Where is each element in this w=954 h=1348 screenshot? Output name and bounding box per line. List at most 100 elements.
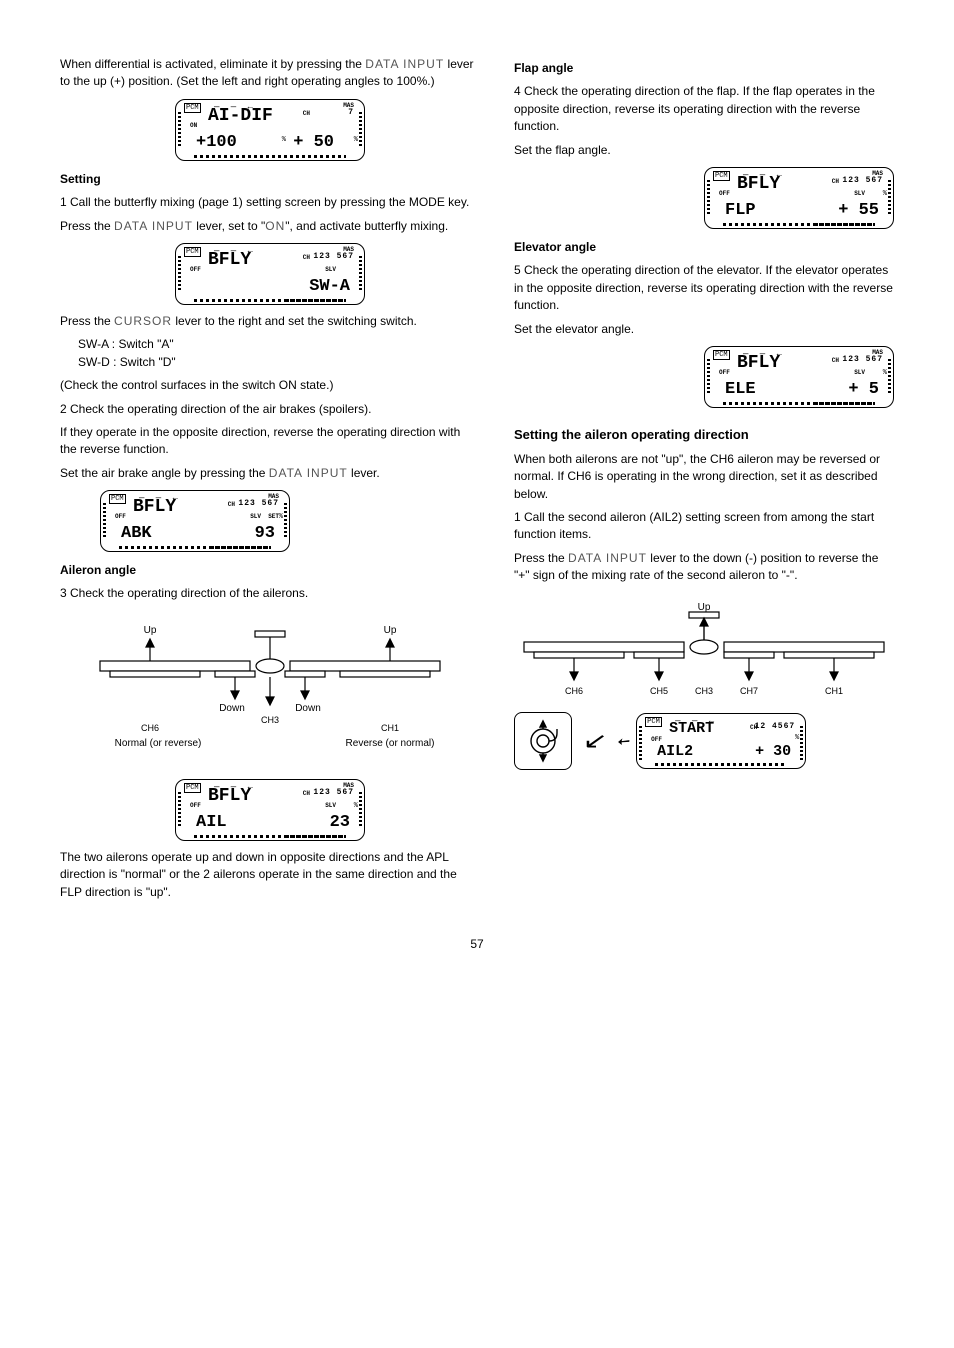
lcd5-pcm: PCM — [713, 171, 730, 181]
lcd3-chn: 123 567 — [238, 499, 279, 508]
lcd7-pcm: PCM — [645, 717, 662, 727]
kw-di-1: DATA INPUT — [114, 219, 193, 233]
step2b: If they operate in the opposite directio… — [60, 424, 480, 459]
lcd4-off: OFF — [190, 802, 201, 809]
lcd2-slv: SLV — [325, 266, 336, 273]
lcd-bfly-ele: PCM — — ← MAS CH 123 567 SLV % BFLY OFF … — [704, 346, 894, 408]
kw-on-1: ON — [265, 219, 285, 233]
step1c: Press the CURSOR lever to the right and … — [60, 313, 480, 330]
lcd-bfly-swa: PCM — — ← MAS CH 123 567 SLV BFLY OFF SW… — [175, 243, 365, 305]
p2-up: Up — [698, 602, 711, 613]
lcd4-ch: CH — [303, 790, 310, 797]
lcd5-slv: SLV — [854, 190, 865, 197]
lcd-start-ail2: PCM — — ← CH 12 4567 % START OFF AIL2 + … — [636, 713, 806, 769]
lcd3-slv: SLV — [250, 513, 261, 520]
lcd6-off: OFF — [719, 369, 730, 376]
lcd3-big2: ABK — [121, 524, 152, 543]
left-column: When differential is activated, eliminat… — [60, 50, 480, 907]
joystick-icon — [514, 712, 572, 770]
step4a: 4 Check the operating direction of the f… — [514, 83, 894, 135]
lcd3-pcm: PCM — [109, 494, 126, 504]
plane-diagram-1: Up Up Down Down CH6 CH3 CH1 Normal (or r… — [80, 611, 460, 771]
step1b: Press the DATA INPUT lever, set to "ON",… — [60, 218, 480, 235]
lcd6-big2: ELE — [725, 380, 756, 399]
lcd4-slv: SLV — [325, 802, 336, 809]
intro-para: When differential is activated, eliminat… — [60, 56, 480, 91]
lcd4-pct: % — [354, 802, 358, 810]
lcd7-val2: + 30 — [755, 743, 791, 760]
lcd7-big2: AIL2 — [657, 743, 693, 760]
lcd1-big1: AI-DIF — [208, 106, 273, 126]
right-column: Flap angle 4 Check the operating directi… — [514, 50, 894, 780]
lcd6-big1: BFLY — [737, 353, 780, 373]
heading-setting: Setting — [60, 171, 480, 188]
lcd1-pct2: % — [282, 136, 286, 144]
lcd-bfly-ail: PCM — — ← MAS CH 123 567 SLV % BFLY OFF … — [175, 779, 365, 841]
lcd7-pct: % — [795, 734, 799, 742]
kw-di-3: DATA INPUT — [568, 551, 647, 565]
lcd6-chn: 123 567 — [842, 355, 883, 364]
lcd7-chn: 12 4567 — [755, 722, 796, 731]
kw-cursor: CURSOR — [114, 314, 172, 328]
page-number: 57 — [60, 937, 894, 951]
lcd3-big1: BFLY — [133, 497, 176, 517]
lcd5-val2: + 55 — [838, 201, 879, 220]
lcd2-big1: BFLY — [208, 250, 251, 270]
p1-ch3: CH3 — [261, 715, 279, 725]
step2c: Set the air brake angle by pressing the … — [60, 465, 480, 482]
step1b-c: ", and activate butterfly mixing. — [285, 219, 448, 233]
lcd5-big2: FLP — [725, 201, 756, 220]
p2-ch1: CH1 — [825, 686, 843, 696]
joystick-row: ↙ ➘ PCM — — ← CH 12 4567 % START OFF AIL… — [514, 712, 894, 770]
lcd6-val2: + 5 — [848, 380, 879, 399]
lcd5-ch: CH — [832, 178, 839, 185]
lcd2-chn: 123 567 — [313, 252, 354, 261]
p1-normal: Normal (or reverse) — [115, 738, 202, 749]
step2a-text: Check the operating direction of the air… — [70, 402, 371, 416]
elev-angle-title: Elevator angle — [514, 239, 894, 256]
lcd5-pct: % — [883, 190, 887, 198]
p1-up-r: Up — [384, 625, 397, 636]
lcd4-chn: 123 567 — [313, 788, 354, 797]
lcd6-ch: CH — [832, 357, 839, 364]
step1c-a: Press the — [60, 314, 114, 328]
lcd3-val2: 93 — [255, 524, 275, 543]
step2c-b: lever. — [348, 466, 380, 480]
lcd3-ch: CH — [228, 501, 235, 508]
step6a: 1 Call the second aileron (AIL2) setting… — [514, 509, 894, 544]
p1-ch6: CH6 — [141, 723, 159, 733]
intro-text-a: When differential is activated, eliminat… — [60, 57, 365, 71]
lcd-ai-dif: PCM — — ← MAS CH 7 AI-DIF ON +100 + 50 %… — [175, 99, 365, 161]
lcd2-pcm: PCM — [184, 247, 201, 257]
step2a: 2 Check the operating direction of the a… — [60, 401, 480, 418]
left-arrow-icon: ↙ — [582, 728, 608, 754]
p1-ch1: CH1 — [381, 723, 399, 733]
lcd1-valR: + 50 — [293, 133, 334, 152]
p1-up-l: Up — [144, 625, 157, 636]
lcd4-val2: 23 — [330, 813, 350, 832]
step1a-text: Call the butterfly mixing (page 1) setti… — [70, 195, 469, 209]
lcd2-off: OFF — [190, 266, 201, 273]
lcd5-big1: BFLY — [737, 174, 780, 194]
step4b: Set the flap angle. — [514, 142, 894, 159]
lcd-bfly-flp: PCM — — ← MAS CH 123 567 SLV % BFLY OFF … — [704, 167, 894, 229]
kw-data-input-0: DATA INPUT — [365, 57, 444, 71]
lcd5-off: OFF — [719, 190, 730, 197]
corner-arrow-icon: ➘ — [613, 730, 635, 752]
step1a: 1 Call the butterfly mixing (page 1) set… — [60, 194, 480, 211]
plane-diagram-2: Up CH6 CH5 CH3 CH7 CH1 — [514, 592, 894, 702]
lcd1-pcm: PCM — [184, 103, 201, 113]
lcd3-pct: % — [279, 513, 283, 521]
kw-di-2: DATA INPUT — [269, 466, 348, 480]
lcd7-big1: START — [669, 720, 714, 737]
lcd6-pcm: PCM — [713, 350, 730, 360]
p1-dn-l: Down — [219, 703, 245, 714]
p2-ch5: CH5 — [650, 686, 668, 696]
bottom-para-a: The two ailerons operate up and down in … — [60, 849, 480, 901]
lcd-bfly-abk: PCM — — ← MAS CH 123 567 SLV SET % BFLY … — [100, 490, 290, 552]
aileron-angle-title: Aileron angle — [60, 562, 480, 579]
p2-ch3: CH3 — [695, 686, 713, 696]
p2-ch6: CH6 — [565, 686, 583, 696]
lcd6-pct: % — [883, 369, 887, 377]
p1-dn-r: Down — [295, 703, 321, 714]
